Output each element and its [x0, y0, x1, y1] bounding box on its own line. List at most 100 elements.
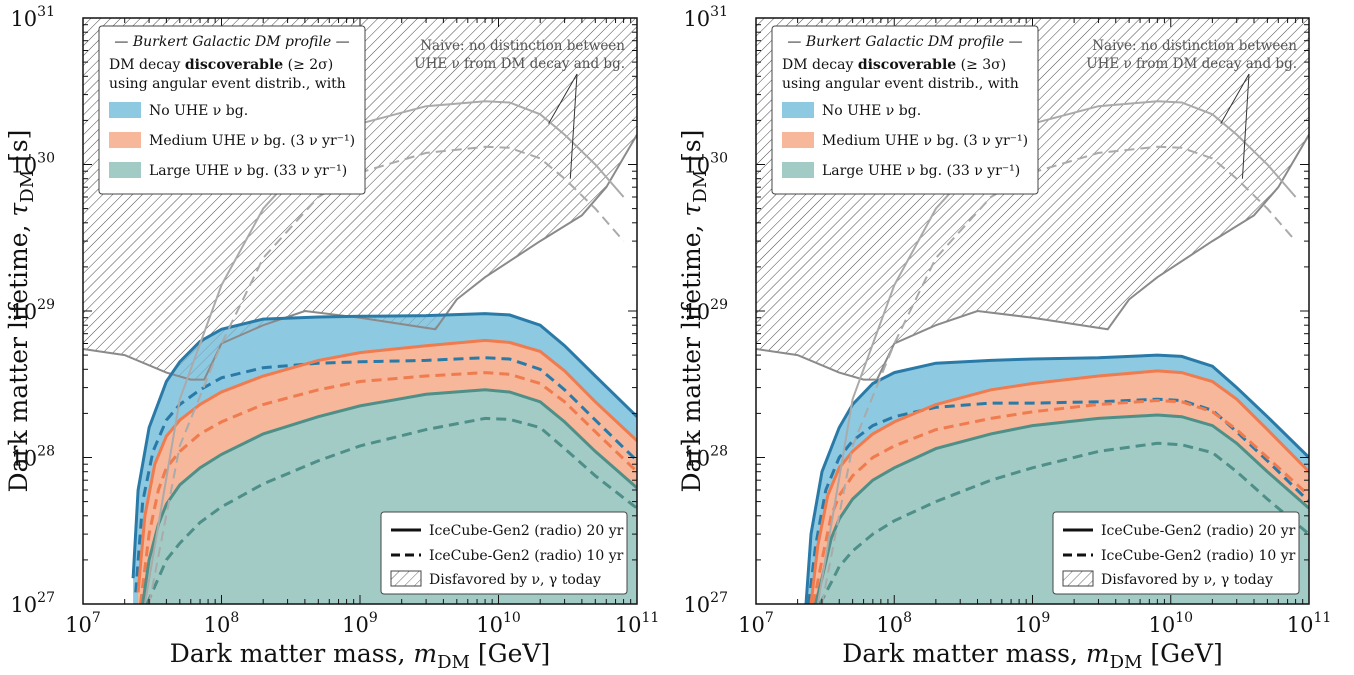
- tick-base: 10: [10, 300, 37, 324]
- legend-title-bold: discoverable: [858, 57, 956, 73]
- tick-exp: 30: [710, 151, 728, 167]
- series-line: [139, 371, 637, 604]
- legend-swatch: [782, 162, 814, 178]
- tick-exp: 28: [37, 444, 55, 460]
- axis-title-sub: DM: [437, 652, 470, 673]
- legend-swatch: [782, 132, 814, 148]
- legend-title-line1: DM decay discoverable (≥ 3σ): [782, 57, 1006, 73]
- tick-base: 10: [615, 613, 642, 637]
- y-tick-label: 1030: [10, 151, 55, 178]
- naive-pointer: [569, 73, 578, 179]
- axis-title-text: Dark matter lifetime,: [4, 217, 33, 493]
- tick-exp: 11: [1313, 610, 1331, 626]
- x-tick-label: 109: [1015, 610, 1051, 637]
- y-axis-title: Dark matter lifetime, τDM [s]: [677, 130, 711, 493]
- legend-lower-entry: Disfavored by ν, γ today: [1101, 572, 1273, 588]
- axis-title-sub: DM: [17, 170, 38, 203]
- tick-base: 10: [1015, 613, 1042, 637]
- axis-title-symbol: m: [413, 639, 437, 668]
- tick-base: 10: [10, 447, 37, 471]
- y-tick-label: 1031: [10, 4, 55, 31]
- naive-note-line2: UHE ν from DM decay and bg.: [1086, 56, 1297, 72]
- series-line: [818, 441, 1309, 604]
- axis-title-text: [s]: [677, 130, 706, 170]
- legend-title-part: DM decay: [782, 57, 858, 73]
- legend-swatch: [109, 162, 141, 178]
- naive-note-line2: UHE ν from DM decay and bg.: [414, 56, 625, 72]
- series-line: [811, 398, 1309, 604]
- tick-base: 10: [1148, 613, 1175, 637]
- series-line: [814, 413, 1309, 604]
- axis-title-text: [GeV]: [470, 639, 550, 668]
- tick-base: 10: [683, 593, 710, 617]
- legend-title-bold: discoverable: [185, 57, 283, 73]
- legend-title-line2: using angular event distrib., with: [782, 76, 1019, 92]
- y-tick-label: 1028: [683, 444, 728, 471]
- legend-hatch-swatch: [1062, 570, 1094, 587]
- legend-lower-entry: IceCube-Gen2 (radio) 20 yr: [429, 523, 624, 539]
- axis-title-sub: DM: [1110, 652, 1143, 673]
- series-line: [134, 356, 637, 593]
- series-line: [148, 145, 625, 604]
- series-line: [807, 397, 1309, 604]
- panel-right: 107 108 109 1010 101110271028102910301031Dar…: [677, 4, 1331, 673]
- legend-entry: Large UHE ν bg. (33 ν yr⁻¹): [149, 163, 347, 179]
- legend-lower-entry: Disfavored by ν, γ today: [429, 572, 601, 588]
- axis-title-symbol: τ: [677, 202, 706, 217]
- tick-exp: 28: [710, 444, 728, 460]
- tick-base: 10: [1287, 613, 1314, 637]
- axis-title-symbol: m: [1086, 639, 1110, 668]
- x-tick-label: 108: [204, 610, 240, 637]
- x-tick-label: 109: [342, 610, 378, 637]
- naive-note-line1: Naive: no distinction between: [420, 38, 625, 54]
- legend-lower-entry: IceCube-Gen2 (radio) 10 yr: [429, 548, 624, 564]
- tick-base: 10: [683, 154, 710, 178]
- legend-entry: Medium UHE ν bg. (3 ν yr⁻¹): [822, 133, 1028, 149]
- legend-title-line2: using angular event distrib., with: [109, 76, 346, 92]
- series-line: [143, 100, 625, 604]
- series-line: [804, 353, 1309, 604]
- legend-swatch: [109, 102, 141, 118]
- legend-title-line1: DM decay discoverable (≥ 2σ): [109, 57, 333, 73]
- legend-swatch: [782, 102, 814, 118]
- series-line: [821, 145, 1297, 604]
- tick-exp: 10: [503, 610, 521, 626]
- naive-note-line1: Naive: no distinction between: [1092, 38, 1297, 54]
- tick-base: 10: [342, 613, 369, 637]
- x-tick-label: 1011: [615, 610, 660, 637]
- y-tick-label: 1030: [683, 151, 728, 178]
- legend-hatch-swatch: [390, 570, 422, 587]
- tick-base: 10: [683, 447, 710, 471]
- tick-exp: 7: [92, 610, 101, 626]
- legend-title-part: (≥ 3σ): [956, 57, 1006, 73]
- series-line: [136, 338, 637, 593]
- tick-base: 10: [683, 7, 710, 31]
- y-axis-title: Dark matter lifetime, τDM [s]: [4, 130, 38, 493]
- axis-title-text: Dark matter mass,: [842, 639, 1086, 668]
- legend-header: — Burkert Galactic DM profile —: [787, 34, 1022, 50]
- tick-exp: 27: [37, 590, 55, 606]
- tick-exp: 9: [1041, 610, 1050, 626]
- tick-exp: 10: [1175, 610, 1193, 626]
- axis-title-text: [s]: [4, 130, 33, 170]
- tick-base: 10: [10, 154, 37, 178]
- y-tick-label: 1027: [10, 590, 55, 617]
- tick-base: 10: [10, 7, 37, 31]
- legend-lower-box: [1052, 511, 1300, 595]
- series-line: [141, 388, 637, 604]
- x-axis-title: Dark matter mass, mDM [GeV]: [842, 639, 1222, 673]
- tick-exp: 8: [903, 610, 912, 626]
- tick-exp: 27: [710, 590, 728, 606]
- legend-lower-entry: IceCube-Gen2 (radio) 10 yr: [1101, 548, 1296, 564]
- legend-lower-box: [380, 511, 628, 595]
- legend-header: — Burkert Galactic DM profile —: [114, 34, 349, 50]
- legend-swatch: [109, 132, 141, 148]
- x-tick-label: 108: [876, 610, 912, 637]
- tick-base: 10: [876, 613, 903, 637]
- tick-exp: 8: [230, 610, 239, 626]
- tick-exp: 31: [37, 4, 55, 20]
- disfavored-boundary-line: [756, 134, 1309, 381]
- legend-entry: Large UHE ν bg. (33 ν yr⁻¹): [822, 163, 1020, 179]
- tick-exp: 9: [369, 610, 378, 626]
